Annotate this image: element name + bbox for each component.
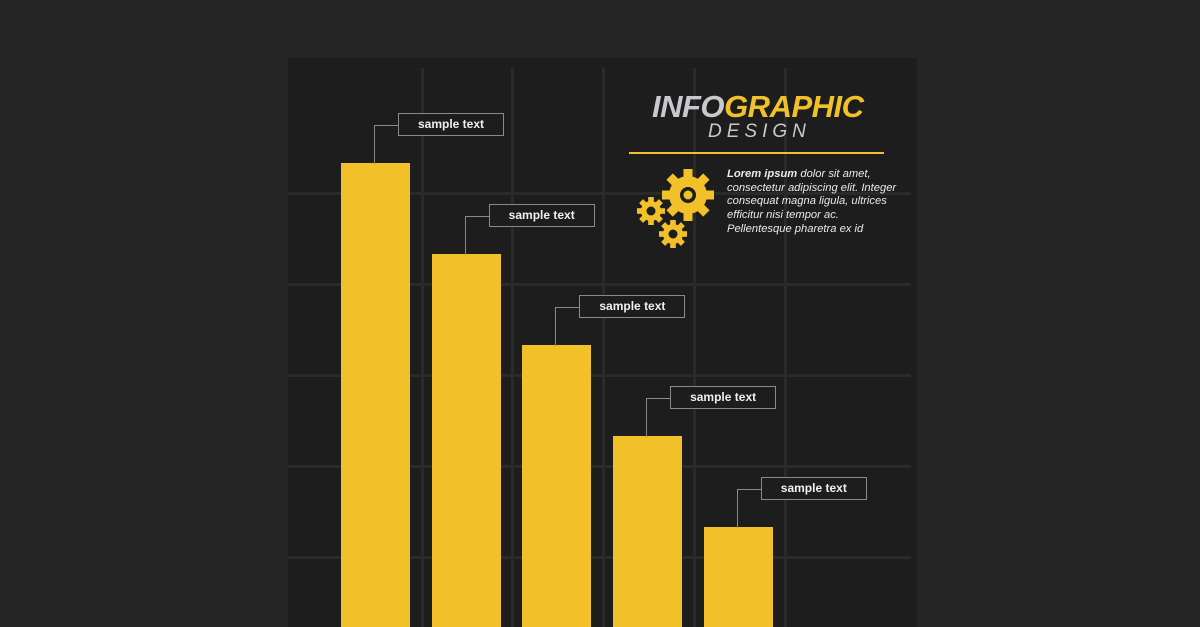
label-connector (646, 397, 672, 437)
grid-line-horizontal (288, 374, 911, 377)
label-connector (555, 306, 581, 346)
grid-line-horizontal (288, 465, 911, 468)
bar-label: sample text (488, 203, 595, 227)
label-connector (374, 124, 399, 164)
grid-line-horizontal (288, 283, 911, 286)
grid-line-horizontal (288, 192, 911, 195)
infographic-panel: sample text sample text sample text sample … (288, 58, 917, 627)
bar-label: sample text (398, 112, 504, 136)
grid-line-vertical (693, 68, 696, 627)
bar (341, 162, 410, 627)
grid-line-vertical (602, 68, 605, 627)
bar-label: sample text (760, 476, 867, 500)
grid-line-vertical (421, 68, 424, 627)
subtitle: DESIGN (708, 121, 811, 142)
bar (431, 253, 501, 627)
title-graphic: GRAPHIC (724, 89, 864, 124)
title-info: INFO (652, 89, 725, 124)
description-text: dolor sit amet, consectetur adipiscing e… (727, 168, 897, 235)
gears-icon (637, 169, 714, 248)
bar (703, 526, 773, 627)
bar-label: sample text (670, 385, 777, 409)
grid-line-vertical (511, 68, 514, 627)
description-bold: Lorem ipsum (727, 168, 798, 180)
grid-line-vertical (784, 68, 787, 627)
title-divider (629, 152, 884, 154)
bar (613, 435, 683, 627)
label-connector (464, 215, 490, 255)
description: Lorem ipsum dolor sit amet, consectetur … (727, 168, 897, 237)
title: INFOGRAPHIC (652, 89, 864, 125)
bar (522, 344, 592, 627)
label-connector (736, 488, 762, 528)
grid-line-horizontal (288, 556, 911, 559)
bar-label: sample text (579, 294, 686, 318)
